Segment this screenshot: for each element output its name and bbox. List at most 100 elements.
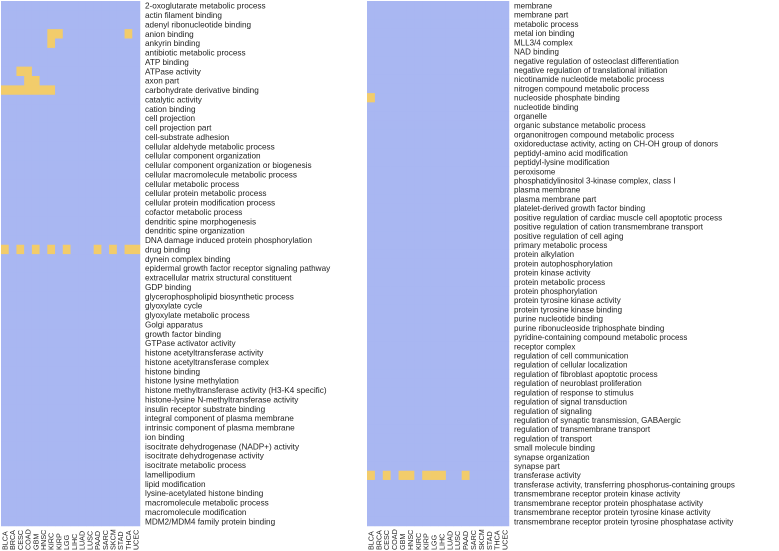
- heatmap-cell: [469, 10, 478, 20]
- heatmap-cell: [390, 387, 399, 398]
- heatmap-cell: [374, 28, 384, 39]
- heatmap-cell: [469, 28, 478, 39]
- heatmap-cell: [24, 497, 33, 508]
- heatmap-cell: [55, 132, 64, 142]
- heatmap-cell: [422, 166, 431, 177]
- heatmap-cell: [1, 254, 9, 264]
- heatmap-cell: [132, 151, 141, 161]
- heatmap-cell: [485, 295, 494, 306]
- heatmap-cell: [485, 507, 494, 518]
- heatmap-cell: [398, 498, 407, 508]
- heatmap-cell: [438, 452, 447, 462]
- heatmap-cell: [485, 1, 494, 11]
- heatmap-cell: [16, 319, 25, 330]
- heatmap-cell: [445, 461, 455, 471]
- heatmap-cell: [93, 113, 102, 124]
- heatmap-cell: [62, 497, 71, 508]
- heatmap-cell: [62, 451, 71, 461]
- heatmap-cell: [453, 461, 462, 471]
- heatmap-cell: [132, 394, 141, 405]
- row-label: catalytic activity: [145, 95, 203, 104]
- heatmap-cell: [422, 378, 431, 389]
- heatmap-cell: [430, 507, 439, 518]
- heatmap-cell: [406, 369, 415, 379]
- heatmap-cell: [382, 341, 391, 352]
- heatmap-cell: [367, 258, 376, 269]
- heatmap-cell: [31, 85, 40, 96]
- heatmap-cell: [501, 433, 510, 444]
- heatmap-cell: [55, 104, 64, 114]
- heatmap-cell: [47, 207, 56, 217]
- row-label: epidermal growth factor receptor signali…: [145, 264, 331, 273]
- heatmap-cell: [469, 93, 478, 103]
- heatmap-cell: [132, 385, 141, 396]
- heatmap-cell: [8, 151, 17, 161]
- heatmap-cell: [31, 1, 40, 11]
- heatmap-cell: [8, 226, 17, 236]
- heatmap-cell: [453, 37, 462, 48]
- row-label: ankyrin binding: [145, 39, 201, 48]
- heatmap-cell: [101, 451, 110, 461]
- heatmap-cell: [78, 507, 87, 517]
- heatmap-cell: [493, 120, 502, 131]
- heatmap-cell: [62, 47, 71, 58]
- heatmap-cell: [124, 244, 133, 255]
- heatmap-cell: [85, 329, 94, 339]
- heatmap-cell: [438, 231, 447, 241]
- heatmap-cell: [453, 56, 462, 66]
- heatmap-cell: [109, 385, 118, 396]
- heatmap-cell: [16, 376, 25, 386]
- heatmap-cell: [430, 65, 439, 75]
- heatmap-cell: [124, 38, 133, 49]
- heatmap-cell: [132, 254, 141, 264]
- row-label: organelle: [514, 112, 547, 121]
- heatmap-cell: [453, 102, 462, 112]
- heatmap-cell: [132, 160, 141, 171]
- heatmap-cell: [493, 507, 502, 518]
- row-label: cation binding: [145, 105, 196, 114]
- heatmap-cell: [469, 332, 478, 343]
- heatmap-cell: [47, 151, 56, 161]
- heatmap-cell: [47, 235, 56, 246]
- heatmap-cell: [101, 272, 110, 283]
- heatmap-cell: [461, 341, 470, 352]
- heatmap-cell: [414, 120, 423, 131]
- heatmap-cell: [501, 120, 510, 131]
- heatmap-cell: [62, 188, 71, 199]
- heatmap-cell: [55, 422, 64, 433]
- heatmap-cell: [47, 19, 56, 30]
- heatmap-cell: [8, 357, 17, 367]
- heatmap-cell: [31, 460, 40, 471]
- heatmap-cell: [422, 341, 431, 352]
- heatmap-cell: [24, 394, 33, 405]
- heatmap-cell: [493, 415, 502, 425]
- row-label: histone acetyltransferase activity: [145, 349, 264, 358]
- heatmap-cell: [398, 176, 407, 186]
- heatmap-cell: [367, 129, 376, 140]
- heatmap-cell: [1, 207, 9, 217]
- heatmap-cell: [16, 422, 25, 433]
- heatmap-cell: [55, 216, 64, 227]
- heatmap-cell: [116, 394, 125, 405]
- heatmap-cell: [93, 10, 102, 21]
- heatmap-cell: [398, 37, 407, 48]
- heatmap-cell: [78, 282, 87, 292]
- heatmap-cell: [390, 222, 399, 232]
- heatmap-cell: [453, 129, 462, 140]
- row-label: transmembrane receptor protein kinase ac…: [514, 490, 680, 499]
- heatmap-cell: [101, 151, 110, 161]
- heatmap-cell: [438, 120, 447, 131]
- heatmap-cell: [78, 366, 87, 377]
- heatmap-cell: [116, 254, 125, 264]
- heatmap-cell: [31, 488, 40, 499]
- heatmap-cell: [47, 104, 56, 114]
- row-label: regulation of transport: [514, 434, 593, 443]
- heatmap-cell: [374, 314, 384, 324]
- heatmap-cell: [109, 451, 118, 461]
- heatmap-cell: [55, 179, 64, 189]
- heatmap-cell: [414, 28, 423, 39]
- row-label: histone binding: [145, 367, 201, 376]
- heatmap-cell: [477, 433, 486, 444]
- heatmap-cell: [453, 212, 462, 223]
